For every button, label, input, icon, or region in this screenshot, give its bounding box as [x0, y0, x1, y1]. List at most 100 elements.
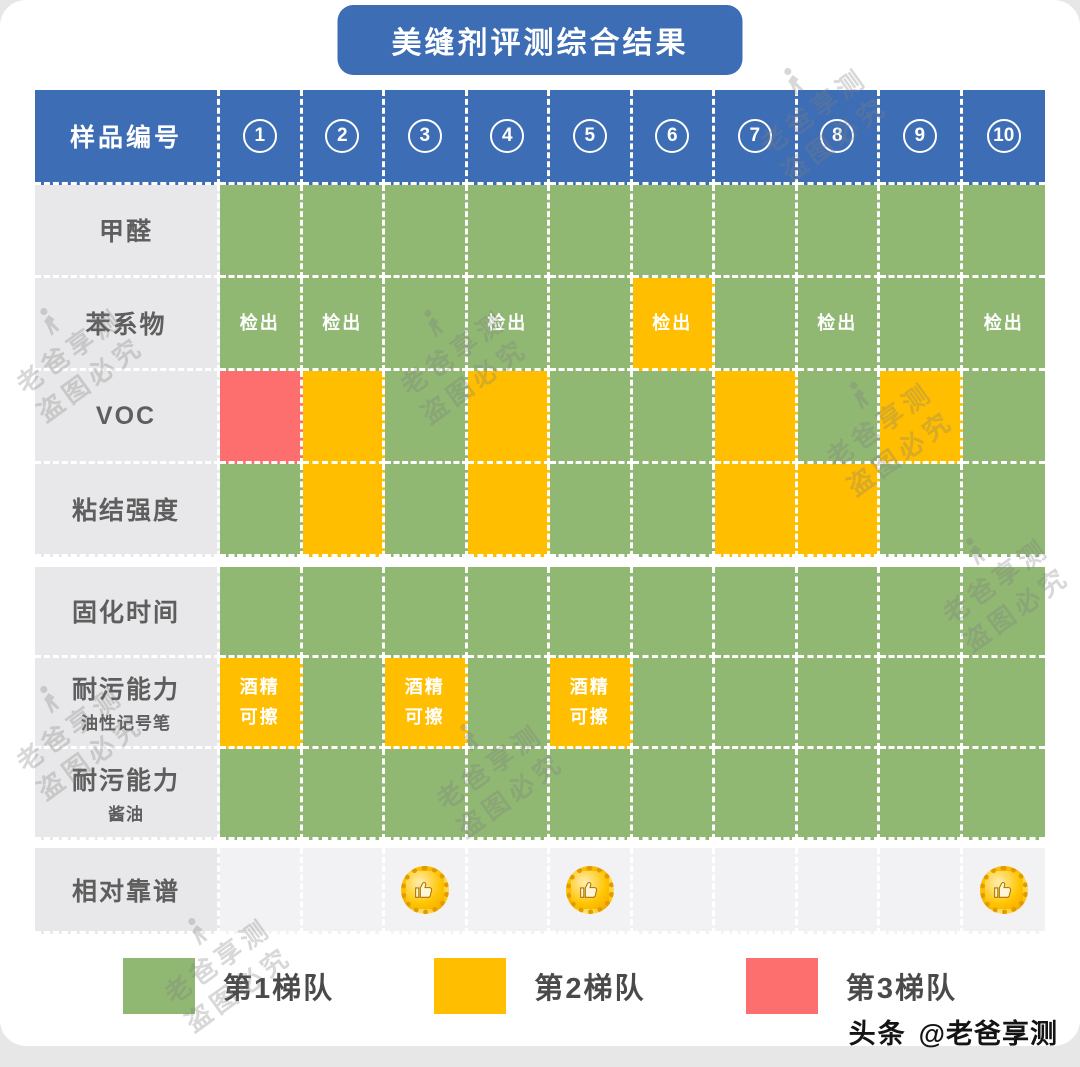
table-group: 甲醛 苯系物 检出 检出 检出 检出 检出 检出 VOC 粘结强度 [35, 185, 1045, 557]
grid-cell [550, 464, 633, 557]
table-row: 甲醛 [35, 185, 1045, 278]
grid-cell [385, 278, 468, 371]
grid-cell [220, 464, 303, 557]
grid-cell [962, 567, 1045, 658]
grid-cell [385, 567, 468, 658]
table-row: VOC [35, 371, 1045, 464]
legend-label: 第1梯队 [223, 973, 335, 1005]
sample-number-cell: 2 [302, 90, 385, 185]
row-label-cell: 耐污能力 油性记号笔 [35, 658, 220, 749]
grid-cell [632, 658, 715, 749]
page-title: 美缝剂评测综合结果 [391, 27, 689, 60]
cell-text: 酒精 [239, 677, 280, 697]
footer-credit: 头条 @老爸享测 [849, 1012, 1058, 1051]
grid-cell [385, 464, 468, 557]
grid-cell [715, 749, 798, 840]
row-label-cell: 苯系物 [35, 278, 220, 371]
grid-cell [467, 464, 550, 557]
grid-cell [880, 848, 963, 934]
grid-cell [797, 185, 880, 278]
grid-cell [467, 848, 550, 934]
circled-number: 7 [737, 119, 772, 153]
legend-swatch-tier3-red [745, 958, 818, 1014]
grid-cell [715, 658, 798, 749]
table-row: 粘结强度 [35, 464, 1045, 557]
grid-cell [302, 567, 385, 658]
grid-cell: 检出 [302, 278, 385, 371]
cell-text: 酒精 [404, 677, 445, 697]
grid-cell [632, 749, 715, 840]
grid-cell [302, 749, 385, 840]
grid-cell [302, 464, 385, 557]
toutiao-logo: 头条 [848, 1019, 907, 1049]
grid-cell [550, 371, 633, 464]
grid-cell [797, 848, 880, 934]
grid-cell [880, 464, 963, 557]
grid-cell [632, 371, 715, 464]
grid-cell: 检出 [797, 278, 880, 371]
grid-cell [467, 749, 550, 840]
circled-number: 2 [325, 119, 360, 153]
grid-cell [550, 185, 633, 278]
grid-cell [302, 658, 385, 749]
grid-cell [632, 464, 715, 557]
row-sublabel: 油性记号笔 [81, 714, 171, 733]
sample-number-cell: 9 [880, 90, 963, 185]
grid-cell [797, 464, 880, 557]
grid-cell [220, 749, 303, 840]
row-label: VOC [95, 401, 157, 430]
row-label: 粘结强度 [71, 497, 180, 525]
grid-cell: 酒精 可擦 [550, 658, 633, 749]
legend-swatch-tier1-green [123, 958, 195, 1014]
row-label-cell: 甲醛 [35, 185, 220, 278]
grid-cell [962, 749, 1045, 840]
row-label: 甲醛 [98, 218, 153, 246]
sample-number-cell: 6 [632, 90, 715, 185]
cell-text: 可擦 [239, 707, 280, 727]
grid-cell [220, 371, 303, 464]
grid-cell: 检出 [962, 278, 1045, 371]
row-label: 耐污能力 [71, 676, 180, 704]
row-label-cell: 耐污能力 酱油 [35, 749, 220, 840]
row-label-cell: 固化时间 [35, 567, 220, 658]
legend-item: 第3梯队 [745, 958, 957, 1014]
grid-cell [632, 848, 715, 934]
circled-number: 9 [902, 119, 937, 153]
table-row: 固化时间 [35, 567, 1045, 658]
grid-cell [962, 658, 1045, 749]
table-row: 耐污能力 油性记号笔 酒精 可擦 酒精 可擦 酒精 可擦 [35, 658, 1045, 749]
grid-cell [715, 567, 798, 658]
grid-cell: 检出 [467, 278, 550, 371]
grid-cell [880, 371, 963, 464]
grid-cell [797, 749, 880, 840]
title-banner: 美缝剂评测综合结果 [337, 5, 743, 75]
grid-cell [962, 848, 1045, 934]
circled-number: 5 [572, 119, 607, 153]
sample-number-cell: 10 [962, 90, 1045, 185]
grid-cell [715, 278, 798, 371]
grid-cell: 酒精 可擦 [220, 658, 303, 749]
grid-cell [880, 658, 963, 749]
grid-cell [715, 371, 798, 464]
row-label: 相对靠谱 [71, 877, 180, 906]
grid-cell [550, 278, 633, 371]
grid-cell [880, 278, 963, 371]
grid-cell [880, 567, 963, 658]
grid-cell [385, 371, 468, 464]
circled-number: 8 [820, 119, 855, 153]
grid-cell: 检出 [632, 278, 715, 371]
cell-text: 检出 [239, 313, 280, 333]
grid-cell [302, 848, 385, 934]
grid-cell [962, 185, 1045, 278]
circled-number: 3 [407, 119, 442, 153]
grid-cell [385, 749, 468, 840]
grid-cell [880, 185, 963, 278]
grid-cell [797, 371, 880, 464]
grid-cell [797, 567, 880, 658]
circled-number: 6 [655, 119, 690, 153]
circled-number: 4 [490, 119, 525, 153]
table-row: 耐污能力 酱油 [35, 749, 1045, 840]
row-sublabel: 酱油 [108, 805, 144, 824]
grid-cell [467, 371, 550, 464]
